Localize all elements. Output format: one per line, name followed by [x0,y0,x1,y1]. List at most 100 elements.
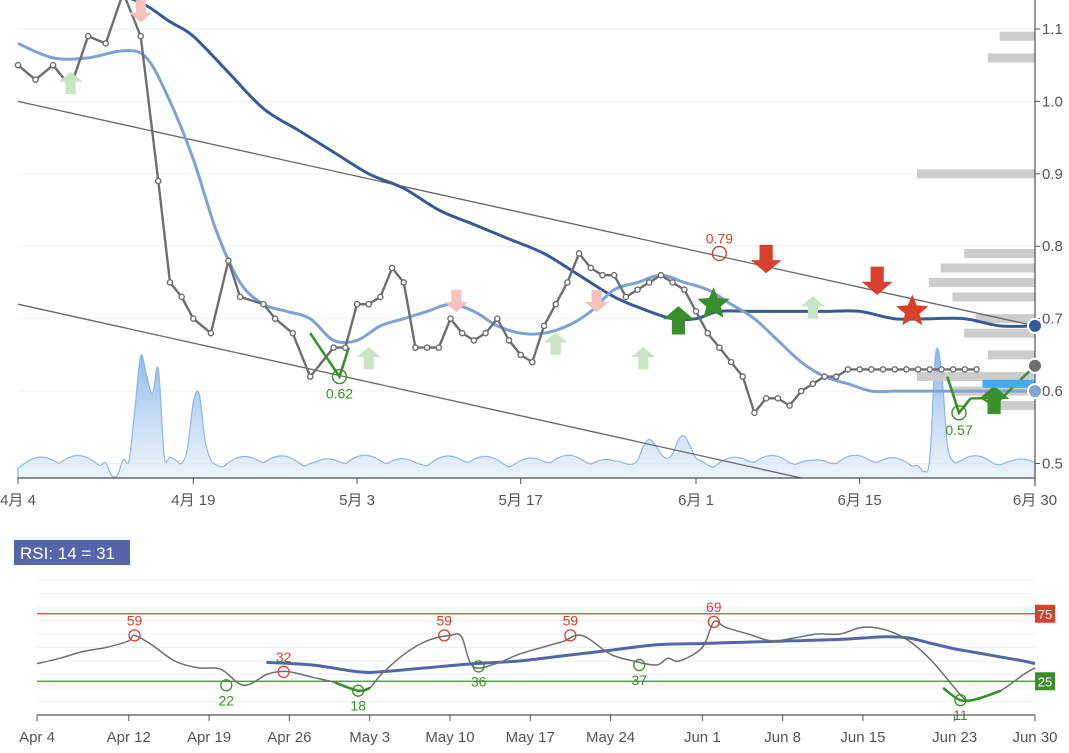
rsi-oversold-tag: 25 [1035,672,1055,691]
rsi-annotation-label: 32 [276,649,292,665]
ma-long-line [130,0,1036,328]
signal-down-arrow [750,244,782,274]
price-point [517,351,524,359]
oversold-tag-bg [1035,672,1055,691]
volume-profile-bar [917,169,1035,179]
signal-up-arrow [978,385,1010,415]
price-annotations: 0.62 0.79 0.57 [326,230,973,437]
rsi-x-tick-label: May 17 [506,729,555,746]
x-tick-label: 6月 30 [1013,492,1057,509]
price-point [751,409,758,417]
price-point [178,293,185,301]
right-value-marker [1027,357,1043,374]
volume-profile-bar [987,53,1035,63]
price-point [809,380,817,388]
rsi-x-tick-label: May 24 [586,729,635,746]
price-point [961,366,969,373]
price-point [832,373,840,380]
price-point [470,337,478,344]
price-point [330,344,337,351]
signal-down-arrow [861,266,893,296]
price-point [716,344,723,351]
price-point [868,366,875,373]
volume-profile-bar [940,263,1035,273]
signal-star [896,294,929,326]
overbought-tag-bg [1035,604,1055,623]
volume-profile-bar [999,31,1035,41]
price-point [657,271,665,279]
signal-up-arrow [356,346,381,370]
rsi-annotation-circle [472,660,485,673]
annotation-circle [951,405,967,421]
rsi-annotation-circle [277,665,290,678]
price-point [681,286,688,293]
price-point [949,366,957,373]
rsi-annotation-circle [352,684,365,697]
price-point [412,344,419,351]
price-point [423,344,431,351]
price-point [821,373,828,380]
price-point [102,40,109,47]
rsi-annotation-label: 59 [563,612,579,628]
price-point [353,300,361,308]
price-point [166,279,174,286]
price-point [84,32,92,40]
rsi-annotation-circle [564,629,577,642]
price-point [207,329,215,337]
price-point [762,395,770,402]
signal-down-arrow [128,0,153,23]
price-point [856,366,863,373]
x-tick-label: 5月 3 [339,492,375,509]
overbought-tag-label: 75 [1038,607,1052,622]
rsi-badge: RSI: 14 = 31 [14,540,130,565]
price-point [505,337,513,344]
rsi-x-tick-label: May 10 [425,729,474,746]
annotation-label: 0.62 [326,386,353,402]
y-tick-label: 1.1 [1042,21,1063,38]
oversold-tag-label: 25 [1038,674,1052,689]
price-highlight-segment [309,332,351,380]
rsi-x-tick-label: Jun 1 [684,729,721,746]
price-point [599,271,606,279]
price-point [225,257,232,265]
annotation-circle [711,245,728,262]
price-point [306,373,314,380]
y-tick-label: 0.9 [1042,166,1063,183]
volume-profile-bar [964,248,1035,258]
rsi-annotation-circle [128,629,141,642]
price-point [645,279,653,286]
signal-star [697,287,730,318]
signal-down-arrow [584,289,609,313]
rsi-annotation-label: 22 [218,692,234,708]
price-x-axis: 4月 4 4月 19 5月 3 5月 17 6月 1 6月 15 6月 30 [0,477,1057,509]
trend-line [17,303,802,479]
signal-up-arrow [631,346,656,370]
rsi-badge-bg [14,540,130,565]
price-point [435,344,443,351]
volume-profile-bar [952,292,1035,302]
price-point [610,271,618,279]
price-point [786,402,793,409]
rsi-overbought-tag: 75 [1035,604,1055,623]
volume-profile [917,31,1035,411]
price-point [575,250,583,257]
price-point [447,315,454,322]
rsi-annotation-circle [707,615,720,628]
price-point [938,366,945,373]
rsi-x-tick-label: May 3 [349,729,390,746]
price-point [926,366,934,373]
price-gridlines [18,28,1035,465]
rsi-highlight-segment [942,686,1002,703]
price-point [137,32,145,40]
y-tick-label: 0.6 [1042,383,1063,400]
y-tick-label: 0.5 [1042,456,1063,473]
price-point [458,329,466,337]
annotation-label: 0.57 [945,422,972,438]
signal-markers [58,0,1010,415]
rsi-annotation-label: 59 [127,612,143,628]
annotation-label: 0.79 [706,230,733,246]
price-point [540,322,548,330]
price-point [493,315,501,322]
